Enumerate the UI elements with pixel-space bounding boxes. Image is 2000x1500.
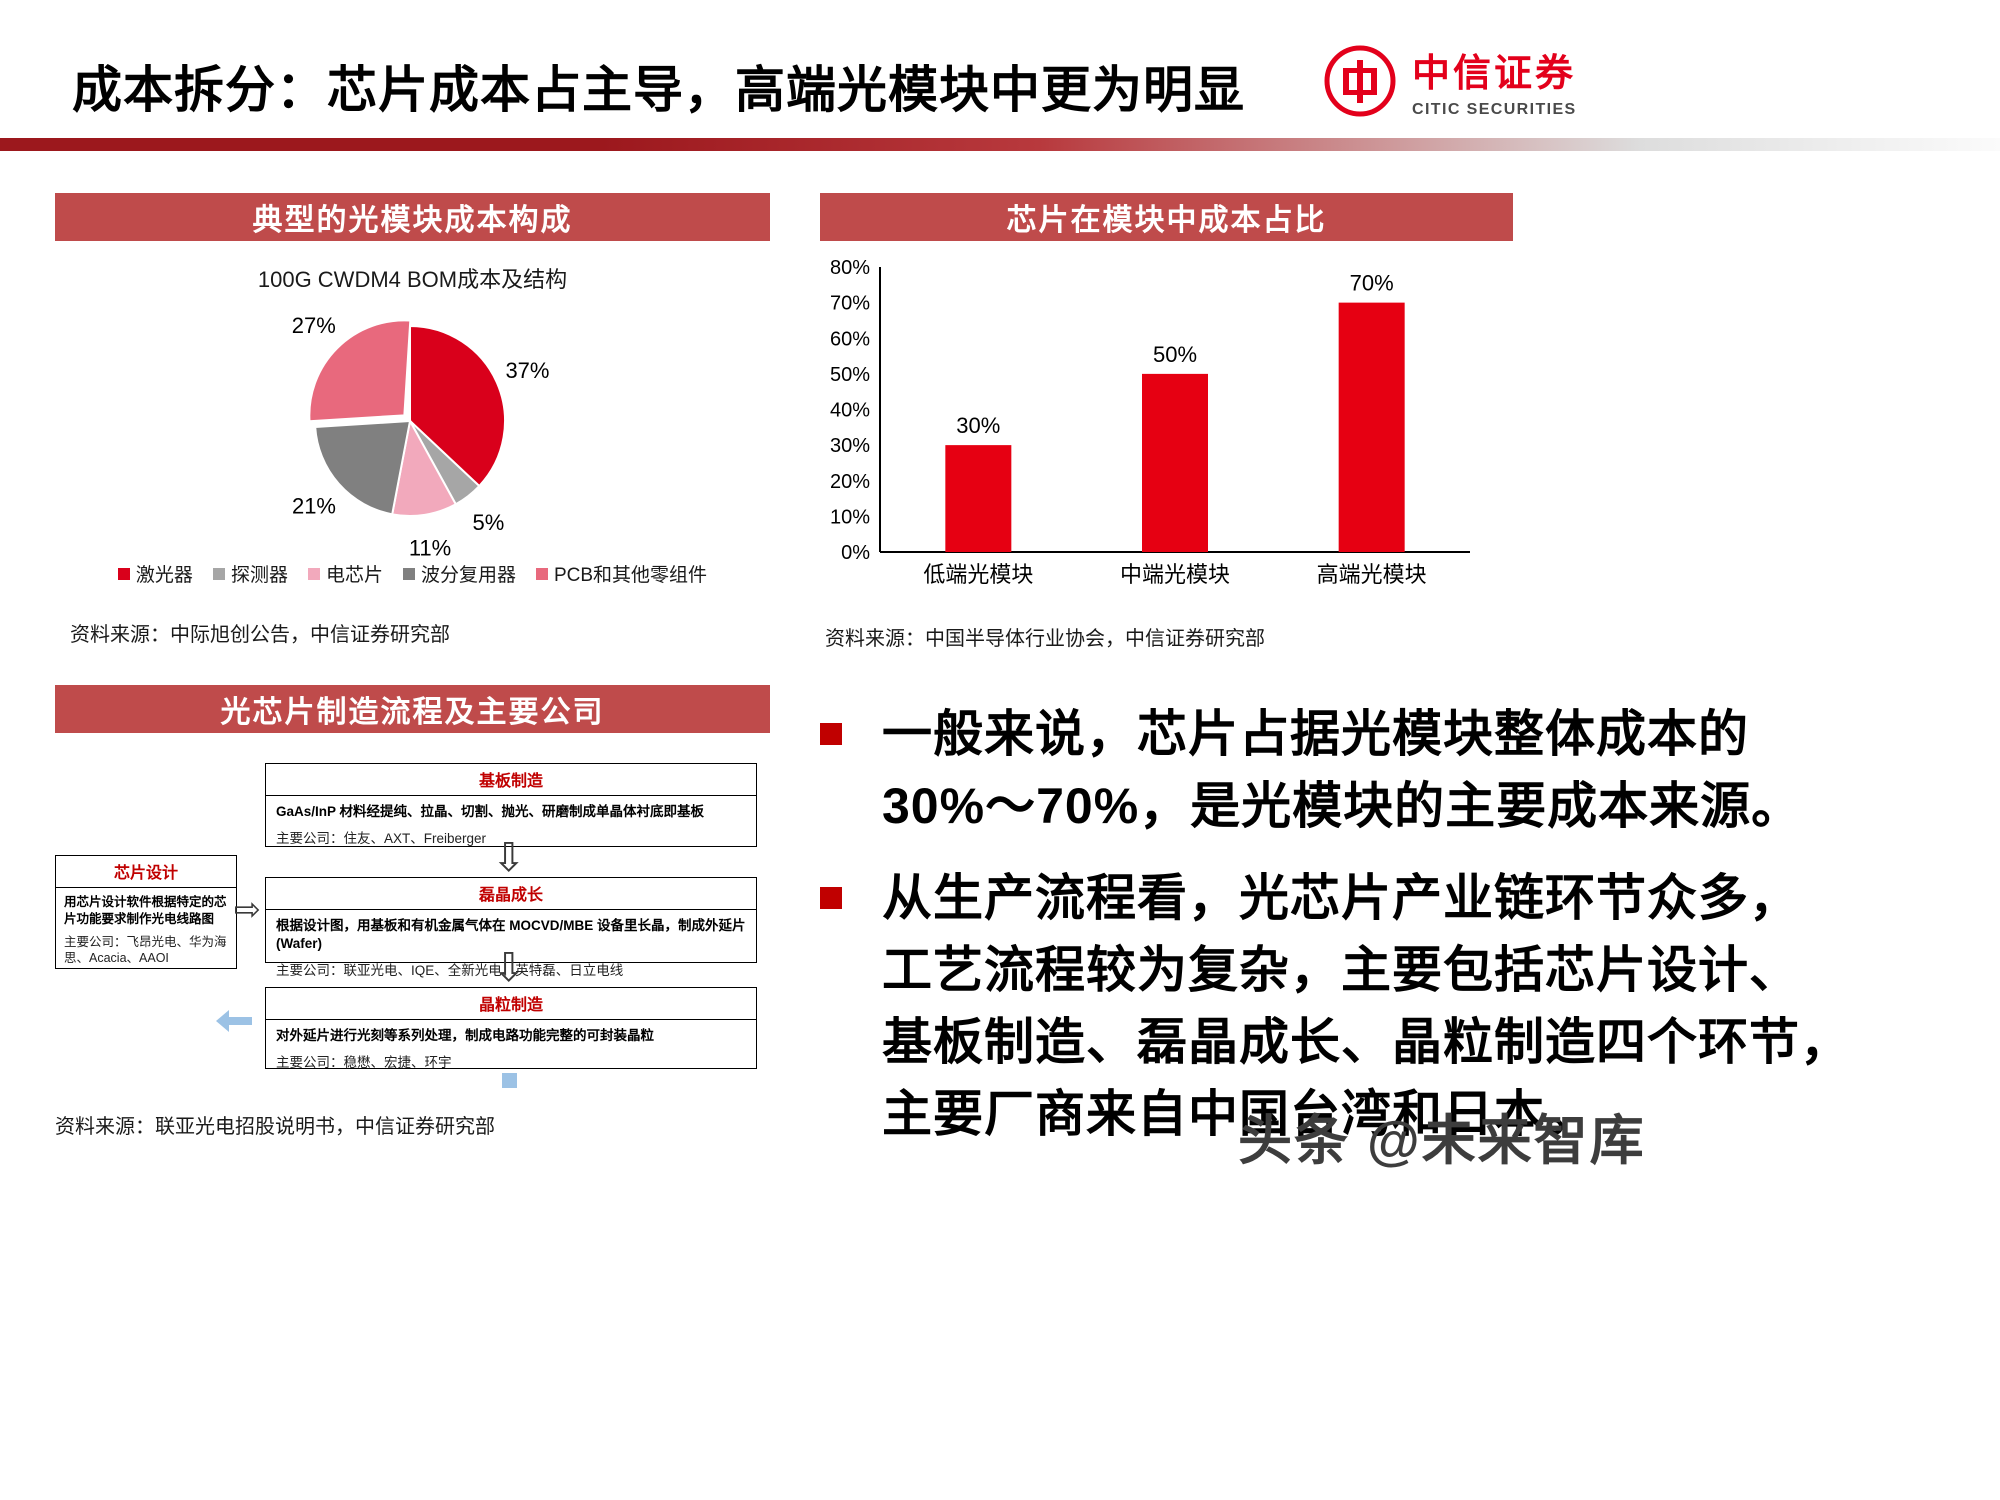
flow-box-title: 基板制造 xyxy=(266,764,756,796)
flow-panel-title: 光芯片制造流程及主要公司 xyxy=(55,685,770,733)
flow-box-epitaxy: 磊晶成长 根据设计图，用基板和有机金属气体在 MOCVD/MBE 设备里长晶，制… xyxy=(265,877,757,978)
bar-category-label: 中端光模块 xyxy=(1120,562,1230,587)
bar-category-label: 高端光模块 xyxy=(1317,562,1427,587)
legend-swatch xyxy=(212,567,225,580)
pie-source: 资料来源：中际旭创公告，中信证券研究部 xyxy=(70,624,450,646)
right-arrow-icon: ⇨ xyxy=(234,891,261,927)
legend-swatch xyxy=(535,567,548,580)
pie-slice-4 xyxy=(308,319,412,423)
bar-ytick-label: 20% xyxy=(830,471,870,493)
pie-slice-label: 11% xyxy=(409,535,451,560)
citic-logo-en: CITIC SECURITIES xyxy=(1412,101,1577,118)
bar-2 xyxy=(1338,302,1405,552)
flow-source: 资料来源：联亚光电招股说明书，中信证券研究部 xyxy=(55,1116,495,1138)
bar-source: 资料来源：中国半导体行业协会，中信证券研究部 xyxy=(825,628,1265,650)
bar-1 xyxy=(1142,373,1208,552)
bullet-line: 工艺流程较为复杂，主要包括芯片设计、 xyxy=(882,942,1800,998)
legend-label: 电芯片 xyxy=(325,565,383,586)
down-arrow-icon: ⇩ xyxy=(492,836,526,880)
legend-item: 激光器 xyxy=(117,560,193,587)
bar-ytick-label: 30% xyxy=(830,435,870,457)
citic-logo-text: 中信证券 CITIC SECURITIES xyxy=(1412,42,1577,119)
flow-box-companies: 主要公司：稳懋、宏捷、环宇 xyxy=(276,1055,452,1071)
bar-chart: 0% 10% 20% 30% 40% 50% 60% 70% 80% 30% 低端光模块 50% 中端光… xyxy=(830,257,1470,587)
flow-box-body: GaAs/InP 材料经提纯、拉晶、切割、抛光、研磨制成单晶体衬底即基板 xyxy=(276,804,705,819)
bar-panel-title: 芯片在模块中成本占比 xyxy=(820,193,1513,241)
pie-panel-title: 典型的光模块成本构成 xyxy=(55,193,770,241)
legend-item: 电芯片 xyxy=(307,560,383,587)
header-divider xyxy=(0,138,2000,151)
legend-item: 波分复用器 xyxy=(402,560,516,587)
citic-logo-cn: 中信证券 xyxy=(1412,53,1577,95)
bullet-marker xyxy=(820,887,842,909)
flow-box-die: 晶粒制造 对外延片进行光刻等系列处理，制成电路功能完整的可封装晶粒 主要公司：稳… xyxy=(265,987,757,1071)
bar-ytick-label: 0% xyxy=(841,542,870,564)
bar-value-label: 30% xyxy=(956,413,1000,438)
bar-ytick-label: 60% xyxy=(830,328,870,350)
legend-label: 探测器 xyxy=(230,565,288,586)
flow-box-companies: 主要公司：联亚光电、IQE、全新光电、英特磊、日立电线 xyxy=(276,963,624,979)
bullet-item: 一般来说，芯片占据光模块整体成本的 30%～70%，是光模块的主要成本来源。 xyxy=(820,698,1960,842)
legend-swatch xyxy=(117,567,130,580)
bar-ytick-label: 10% xyxy=(830,506,870,528)
watermark: 头条 @未来智库 xyxy=(1238,1111,1646,1171)
flow-box-title: 磊晶成长 xyxy=(266,878,756,910)
legend-label: 波分复用器 xyxy=(420,565,516,586)
pie-slice-label: 37% xyxy=(505,358,549,383)
bullet-marker xyxy=(820,723,842,745)
legend-item: PCB和其他零组件 xyxy=(535,560,708,587)
bullet-text: 一般来说，芯片占据光模块整体成本的 30%～70%，是光模块的主要成本来源。 xyxy=(882,698,1802,842)
bullet-line: 从生产流程看，光芯片产业链环节众多， xyxy=(882,870,1800,926)
bullet-item: 从生产流程看，光芯片产业链环节众多， 工艺流程较为复杂，主要包括芯片设计、 基板… xyxy=(820,862,1960,1150)
pie-chart-title: 100G CWDM4 BOM成本及结构 xyxy=(257,267,568,292)
flow-box-body: 根据设计图，用基板和有机金属气体在 MOCVD/MBE 设备里长晶，制成外延片(… xyxy=(276,918,746,952)
flow-box-body: 用芯片设计软件根据特定的芯片功能要求制作光电线路图 xyxy=(64,895,227,926)
legend-item: 探测器 xyxy=(212,560,288,587)
pie-slice-label: 27% xyxy=(292,313,336,338)
down-arrow-icon: ⇩ xyxy=(492,946,526,990)
bullet-list: 一般来说，芯片占据光模块整体成本的 30%～70%，是光模块的主要成本来源。 从… xyxy=(820,698,1960,1170)
bar-ytick-label: 70% xyxy=(830,293,870,315)
bullet-text: 从生产流程看，光芯片产业链环节众多， 工艺流程较为复杂，主要包括芯片设计、 基板… xyxy=(882,862,1851,1150)
bullet-line: 30%～70%，是光模块的主要成本来源。 xyxy=(882,778,1803,834)
legend-swatch xyxy=(402,567,415,580)
pie-legend: 激光器 探测器 电芯片 波分复用器 PCB和其他零组件 xyxy=(55,560,770,587)
bullet-line: 主要厂商来自中国台湾和日本。 xyxy=(882,1086,1596,1142)
citic-logo-icon xyxy=(1324,45,1396,116)
citic-logo: 中信证券 CITIC SECURITIES xyxy=(1322,42,1577,119)
pie-slice-3 xyxy=(314,419,412,516)
flow-box-chip-design: 芯片设计 用芯片设计软件根据特定的芯片功能要求制作光电线路图 主要公司：飞昂光电… xyxy=(55,855,237,969)
bullet-line: 一般来说，芯片占据光模块整体成本的 xyxy=(882,706,1749,762)
bar-value-label: 50% xyxy=(1153,342,1197,367)
pie-slice-0 xyxy=(409,324,506,488)
flow-box-title: 芯片设计 xyxy=(56,856,236,888)
pie-slice-label: 5% xyxy=(473,510,505,535)
pie-slice-2 xyxy=(391,418,458,517)
flow-box-companies: 主要公司：飞昂光电、华为海思、Acacia、AAOI xyxy=(64,934,227,965)
legend-label: 激光器 xyxy=(135,565,193,586)
page-title: 成本拆分：芯片成本占主导，高端光模块中更为明显 xyxy=(72,62,1245,118)
flow-box-title: 晶粒制造 xyxy=(266,988,756,1020)
flow-box-companies: 主要公司：住友、AXT、Freiberger xyxy=(276,831,487,847)
pie-slice-label: 21% xyxy=(292,494,336,519)
flow-box-body: 对外延片进行光刻等系列处理，制成电路功能完整的可封装晶粒 xyxy=(276,1028,654,1043)
bullet-line: 基板制造、磊晶成长、晶粒制造四个环节， xyxy=(882,1014,1851,1070)
bar-category-label: 低端光模块 xyxy=(923,562,1033,587)
bar-ytick-label: 50% xyxy=(830,364,870,386)
left-arrow-icon xyxy=(216,1010,252,1037)
legend-swatch xyxy=(307,567,320,580)
blue-square-decor xyxy=(502,1073,517,1088)
pie-chart: 37% 5% 11% 21% 27% xyxy=(292,313,550,561)
flow-box-substrate: 基板制造 GaAs/InP 材料经提纯、拉晶、切割、抛光、研磨制成单晶体衬底即基… xyxy=(265,763,757,847)
bar-value-label: 70% xyxy=(1350,271,1394,296)
bar-0 xyxy=(945,445,1012,552)
bar-ytick-label: 40% xyxy=(830,400,870,422)
legend-label: PCB和其他零组件 xyxy=(553,565,708,586)
bar-ytick-label: 80% xyxy=(830,257,870,279)
